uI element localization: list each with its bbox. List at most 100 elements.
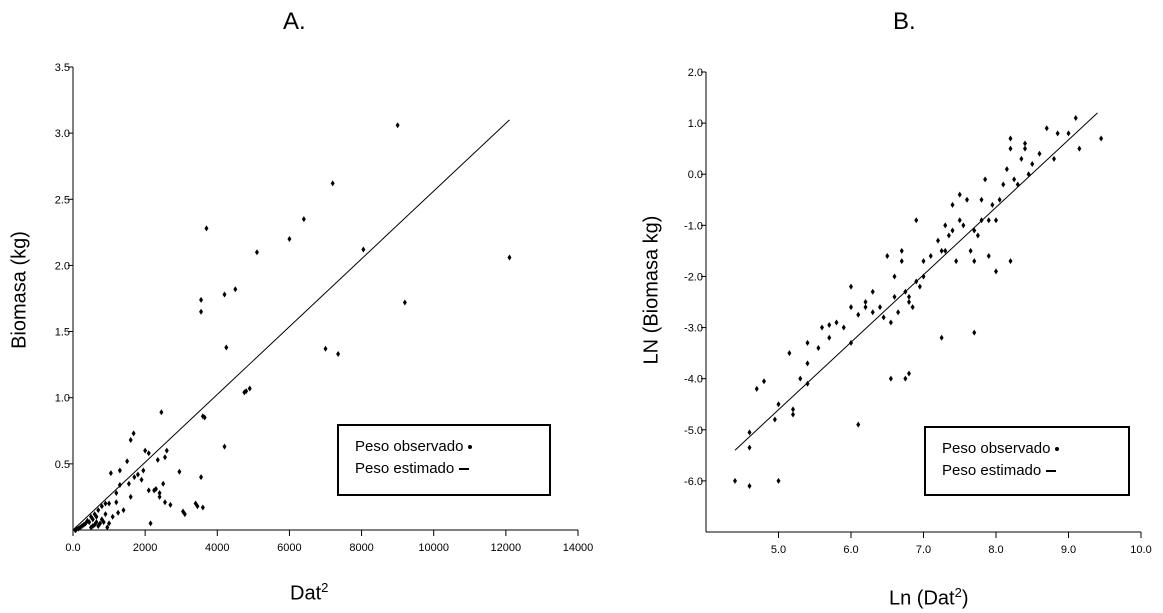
panel-a-data-point [132,474,137,481]
panel-a-data-point [254,249,259,256]
panel-a-data-point [107,520,112,527]
panel-b-legend-estimated-label: Peso estimado [942,462,1042,479]
panel-a-y-tick-label: 3.5 [55,62,70,74]
panel-a-x-axis-title-sup: 2 [321,580,329,595]
panel-a-data-point [199,308,204,315]
panel-a-data-point [103,511,108,518]
panel-a-data-point [233,286,238,293]
panel-b-x-tick-label: 7.0 [916,544,931,556]
panel-b-data-point [885,253,890,259]
panel-b-data-point [986,217,991,224]
panel-b-x-tick-label: 6.0 [843,544,858,556]
panel-a-data-point [152,487,157,494]
panel-b-x-axis-title-sup: 2 [954,585,962,600]
panel-b-data-point [1055,130,1060,137]
panel-b-regression-line [734,112,1098,451]
panel-a-data-point [200,413,205,420]
panel-a-x-tick-label: 2000 [133,542,157,554]
panel-a-data-point [94,519,99,526]
panel-b-data-point [997,196,1002,203]
panel-a-data-point [131,430,136,437]
panel-a-data-point [99,503,104,510]
panel-b-data-point [747,483,752,489]
panel-b-x-tick-label: 5.0 [771,544,786,556]
panel-a-data-point [139,476,144,483]
panel-b-data-point [870,309,875,316]
panel-a-data-point [108,470,113,477]
panel-b-data-point [1030,161,1035,167]
panel-b-data-point [762,378,766,385]
panel-a-regression-line [72,119,510,531]
panel-a-x-axis-title-base: Dat [290,582,322,605]
panel-b-y-tick-label: -1.0 [684,220,703,232]
panel-b-data-point [892,293,897,300]
panel-b-data-point [754,385,759,392]
panel-b-data-point [957,217,962,224]
estimated-line-icon [1046,470,1057,473]
panel-b-data-point [1073,115,1078,121]
panel-a-y-tick-label: 2.5 [55,194,70,206]
panel-a-data-point [199,474,204,481]
panel-b-data-point [896,309,901,316]
panel-a-x-tick-label: 6000 [277,542,301,554]
panel-a-data-point [161,480,166,487]
panel-a-y-tick-label: 1.5 [55,327,70,339]
panel-b-data-point [747,444,752,451]
panel-b-data-point [892,273,897,280]
panel-a-data-point [177,468,182,475]
panel-a-data-point [287,235,292,242]
panel-b-data-point [1004,166,1009,173]
panel-b-data-point [888,375,893,382]
panel-b-data-point [1052,155,1056,162]
panel-b-data-point [863,304,868,311]
panel-b-y-tick-label: -4.0 [684,374,703,386]
panel-a-data-point [361,246,366,253]
panel-a-data-point [126,480,131,487]
panel-a-data-point [125,458,130,465]
panel-b-data-point [1019,155,1024,162]
panel-b-y-tick-label: 0.0 [688,169,703,181]
panel-a-data-point [89,513,94,520]
panel-b-data-point [939,334,944,341]
panel-b-data-point [1001,181,1006,188]
panel-a-legend-estimated-label: Peso estimado [355,460,455,477]
panel-a-data-point [204,225,209,232]
estimated-line-icon [459,468,470,471]
panel-a-data-point [128,437,133,444]
panel-b-data-point [983,176,988,183]
panel-a-data-point [507,254,512,261]
panel-b-data-point [827,322,832,328]
panel-a-data-point [162,454,167,461]
panel-b-data-point [943,222,948,229]
panel-b-data-point [1037,150,1042,157]
panel-a-data-point [193,500,198,507]
panel-b-data-point [907,293,911,300]
panel-b-data-point [968,247,973,254]
panel-b-data-point [1099,135,1104,142]
panel-b-data-point [834,319,839,326]
panel-b-data-point [914,217,919,224]
panel-b-x-tick-label: 10.0 [1130,544,1151,556]
panel-a-data-point [224,344,229,351]
panel-b-data-point [805,360,810,367]
panel-a-data-point [402,299,407,306]
panel-b-y-tick-label: -3.0 [684,323,703,335]
panel-b-data-point [921,258,926,265]
panel-a-data-point [146,487,151,494]
panel-a-data-point [143,447,148,454]
panel-a-data-point [222,443,227,450]
panel-a-x-tick-label: 14000 [563,542,594,554]
panel-a-data-point [117,467,122,474]
panel-b-data-point [787,350,792,357]
panel-a-data-point [98,520,103,527]
panel-b-data-point [870,288,875,295]
panel-a-data-point [199,296,204,303]
panel-a-data-point [395,122,400,129]
panel-a-y-tick-label: 1.0 [55,393,70,405]
panel-b-data-point [1008,145,1013,152]
panel-a-data-point [141,467,146,474]
panel-b-data-point [950,201,955,208]
panel-b-data-point [907,370,911,377]
panel-b-data-point [965,196,969,203]
panel-a-x-tick-label: 12000 [491,542,522,554]
